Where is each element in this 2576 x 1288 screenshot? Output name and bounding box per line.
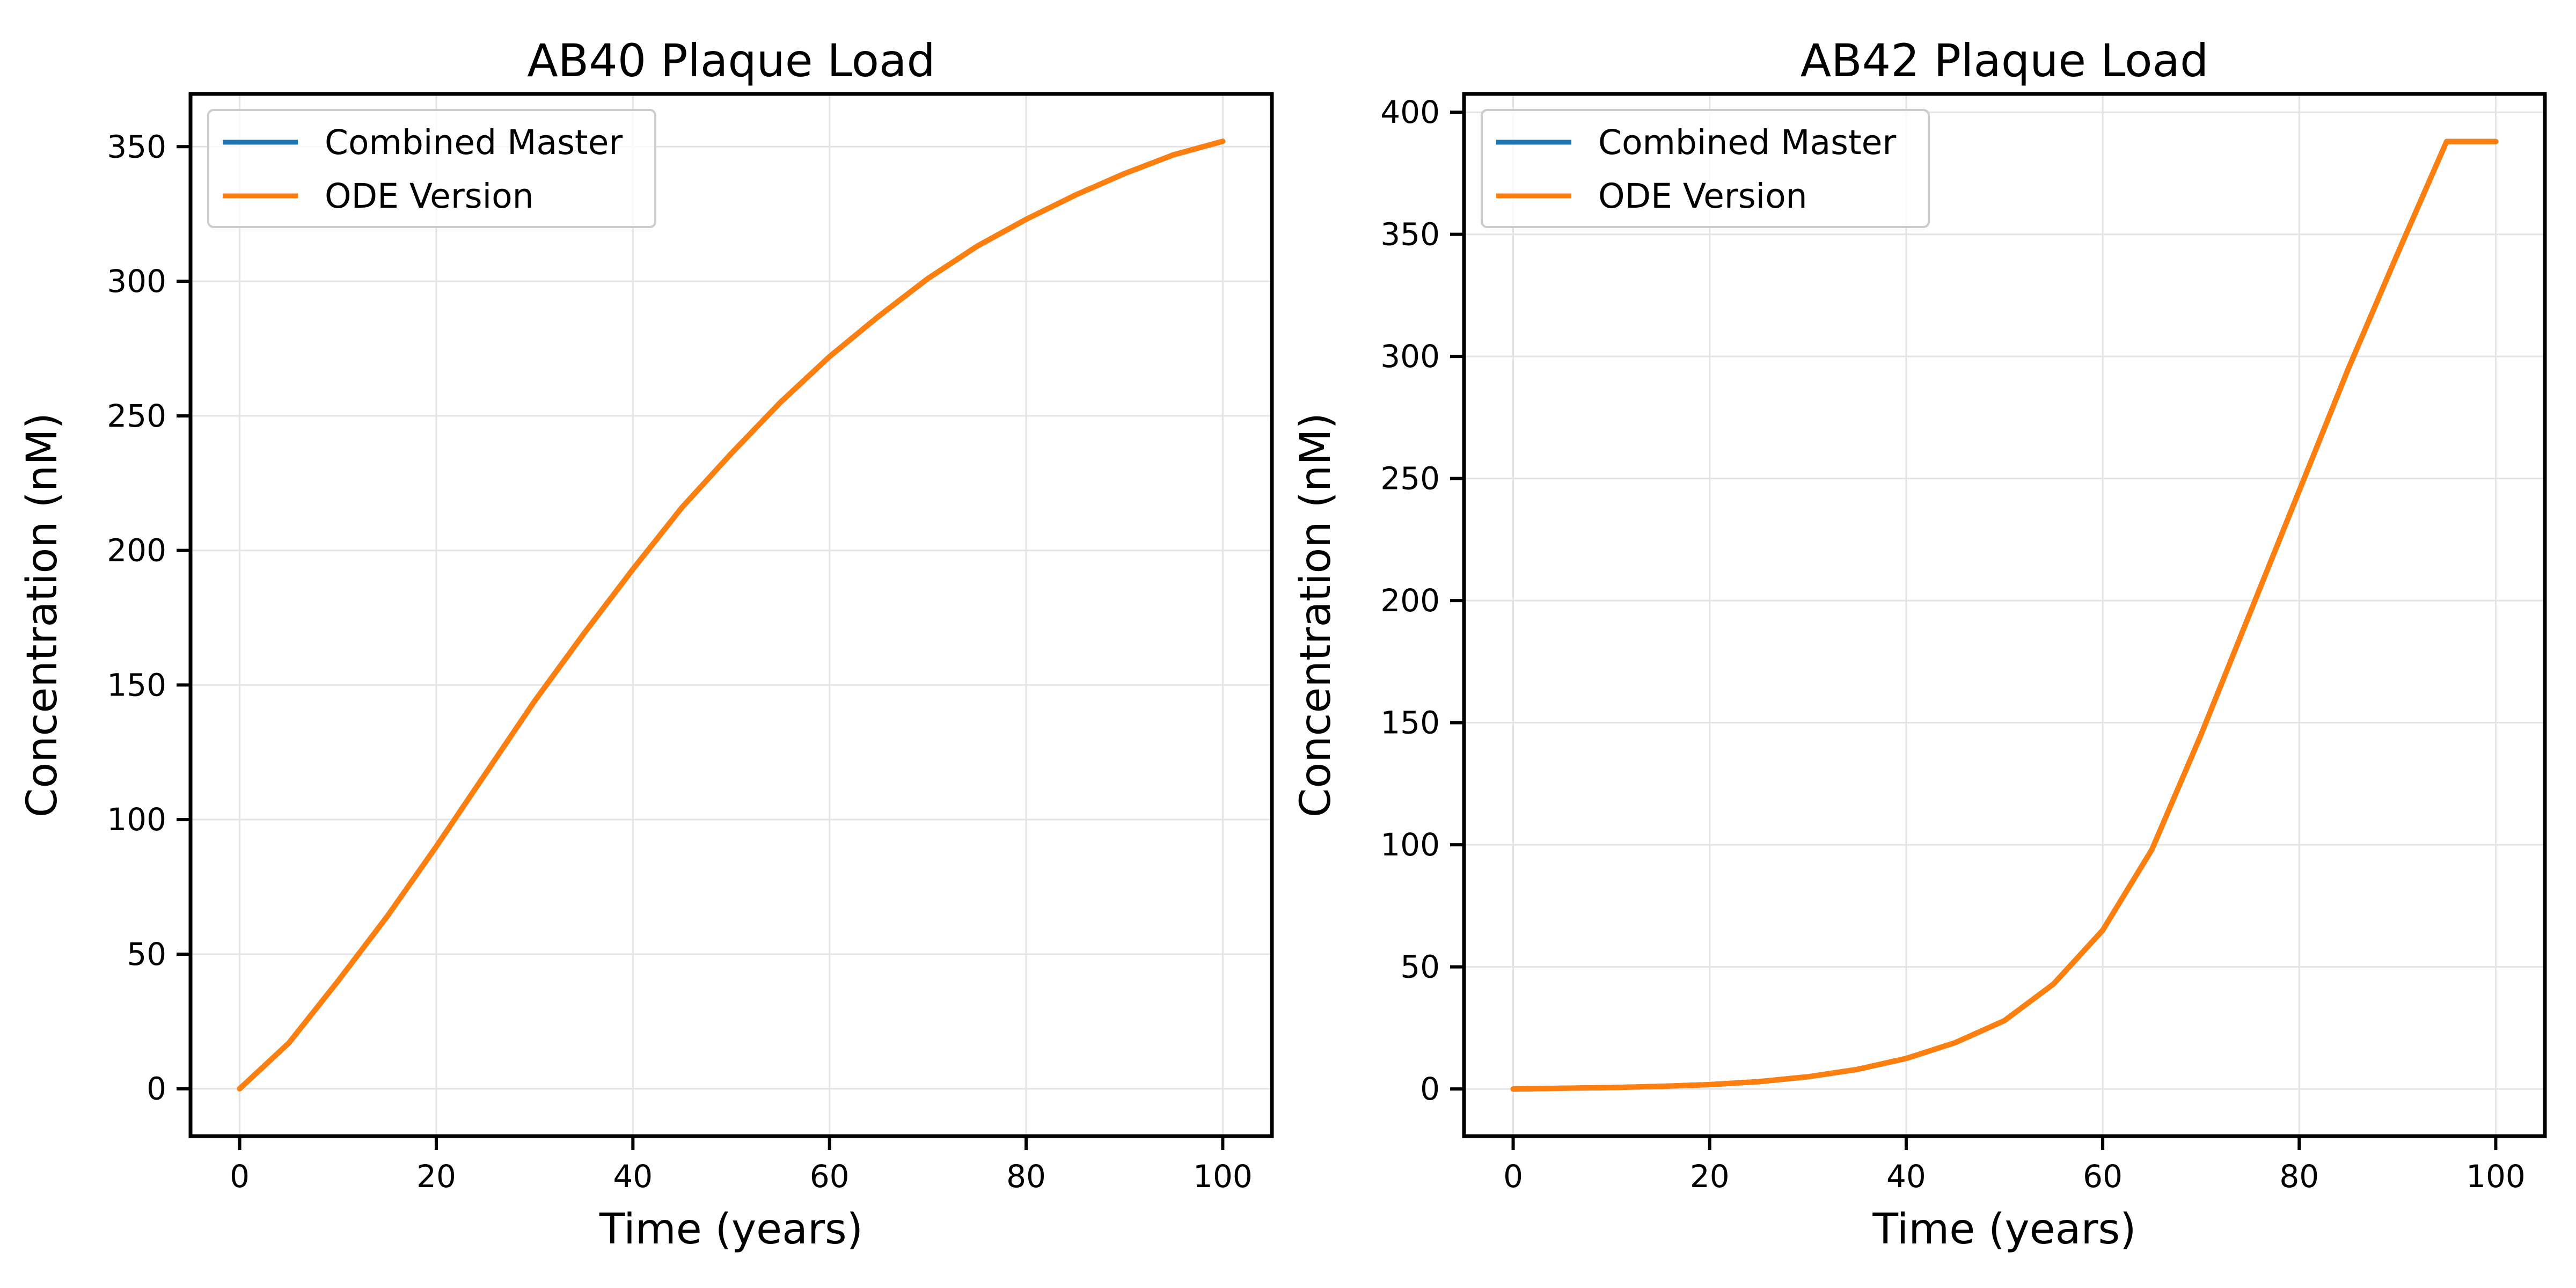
legend: Combined Master ODE Version xyxy=(207,109,656,228)
x-tick-label: 40 xyxy=(1886,1158,1926,1195)
y-tick-label: 150 xyxy=(107,667,166,703)
ticks: 0 20 40 60 80 100 0 50 100 150 200 250 300 350 xyxy=(107,128,1252,1195)
legend: Combined Master ODE Version xyxy=(1481,109,1930,228)
x-tick-label: 60 xyxy=(810,1158,850,1195)
x-tick-label: 100 xyxy=(1193,1158,1253,1195)
plot-frame xyxy=(1462,92,2547,1138)
y-tick-label: 250 xyxy=(1380,460,1440,497)
legend-box xyxy=(1481,109,1930,228)
legend-label-ode-version: ODE Version xyxy=(1598,177,1807,216)
chart-panel-ab40: 0 20 40 60 80 100 0 50 100 150 200 250 300 350 AB40 P… xyxy=(18,34,1274,1254)
x-tick-label: 0 xyxy=(1503,1158,1523,1195)
grid xyxy=(191,94,1272,1136)
y-tick-label: 150 xyxy=(1380,705,1440,741)
x-tick-label: 20 xyxy=(1690,1158,1730,1195)
ticks: 0 20 40 60 80 100 0 50 100 150 200 250 300 350 400 xyxy=(1380,94,2526,1195)
y-tick-label: 350 xyxy=(107,128,166,165)
chart-title: AB42 Plaque Load xyxy=(1801,34,2209,87)
y-tick-label: 200 xyxy=(107,532,166,569)
chart-title: AB40 Plaque Load xyxy=(527,34,935,87)
y-tick-label: 100 xyxy=(1380,826,1440,863)
chart-panel-ab42: 0 20 40 60 80 100 0 50 100 150 200 250 300 350 400 AB4… xyxy=(1292,34,2547,1254)
y-tick-label: 250 xyxy=(107,398,166,434)
x-axis-label: Time (years) xyxy=(599,1205,863,1254)
y-tick-label: 350 xyxy=(1380,216,1440,253)
x-tick-label: 80 xyxy=(1006,1158,1046,1195)
y-axis-label: Concentration (nM) xyxy=(18,413,67,817)
y-tick-label: 0 xyxy=(147,1071,166,1107)
y-tick-label: 50 xyxy=(1400,949,1440,985)
legend-label-ode-version: ODE Version xyxy=(325,177,534,216)
y-tick-label: 0 xyxy=(1420,1071,1440,1107)
x-axis-label: Time (years) xyxy=(1872,1205,2136,1254)
x-tick-label: 40 xyxy=(613,1158,653,1195)
x-tick-label: 60 xyxy=(2083,1158,2123,1195)
x-tick-label: 0 xyxy=(230,1158,250,1195)
plot-frame xyxy=(188,92,1274,1138)
x-tick-label: 100 xyxy=(2466,1158,2526,1195)
series-group xyxy=(237,138,1226,1092)
y-axis-label: Concentration (nM) xyxy=(1292,413,1340,817)
legend-label-combined-master: Combined Master xyxy=(325,123,623,162)
x-tick-label: 80 xyxy=(2279,1158,2319,1195)
series-line-ode-version xyxy=(237,138,1226,1092)
y-tick-label: 50 xyxy=(127,936,166,972)
legend-label-combined-master: Combined Master xyxy=(1598,123,1896,162)
legend-box xyxy=(207,109,656,228)
y-tick-label: 400 xyxy=(1380,94,1440,130)
x-tick-label: 20 xyxy=(416,1158,456,1195)
y-tick-label: 300 xyxy=(1380,338,1440,375)
y-tick-label: 300 xyxy=(107,263,166,299)
grid xyxy=(1464,94,2545,1136)
series-line-ode-version xyxy=(1510,138,2499,1092)
y-tick-label: 100 xyxy=(107,801,166,838)
y-tick-label: 200 xyxy=(1380,582,1440,619)
series-group xyxy=(1510,138,2499,1092)
